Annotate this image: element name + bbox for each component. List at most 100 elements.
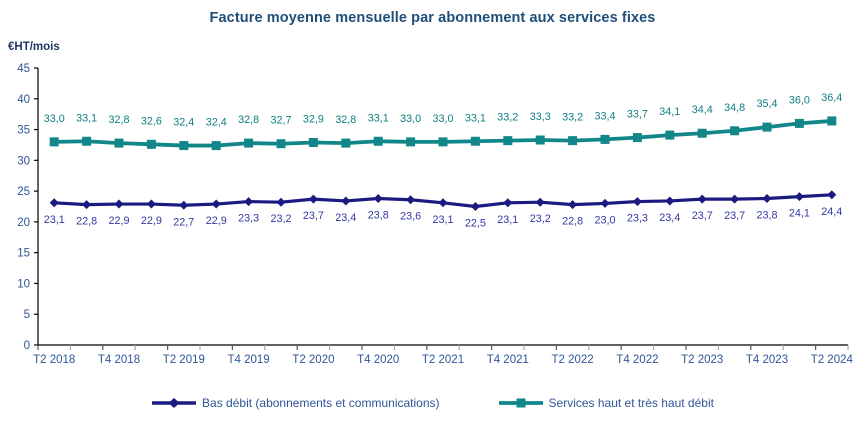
data-point-marker bbox=[503, 198, 513, 208]
data-point-label: 23,7 bbox=[303, 210, 324, 222]
data-point-marker bbox=[762, 193, 772, 203]
data-point-label: 32,8 bbox=[238, 114, 259, 126]
data-point-marker bbox=[244, 138, 254, 148]
data-point-marker bbox=[438, 198, 448, 208]
data-point-marker bbox=[697, 128, 707, 138]
data-point-label: 23,6 bbox=[400, 211, 421, 223]
data-point-label: 33,3 bbox=[530, 111, 551, 123]
y-tick-label: 10 bbox=[17, 278, 30, 290]
legend-label-haut-debit: Services haut et très haut débit bbox=[548, 396, 714, 410]
data-point-marker bbox=[114, 138, 124, 148]
data-point-marker bbox=[341, 138, 351, 148]
data-point-marker bbox=[827, 116, 837, 126]
data-point-label: 33,2 bbox=[497, 112, 518, 124]
data-point-label: 36,0 bbox=[789, 94, 810, 106]
y-tick-label: 25 bbox=[17, 186, 30, 198]
data-point-marker bbox=[211, 199, 221, 209]
x-tick-label: T4 2019 bbox=[227, 354, 269, 366]
legend-item-haut-debit: Services haut et très haut débit bbox=[498, 396, 714, 410]
data-point-marker bbox=[114, 199, 124, 209]
data-point-marker bbox=[211, 141, 221, 151]
data-point-marker bbox=[535, 135, 545, 145]
data-point-label: 23,0 bbox=[594, 214, 615, 226]
y-tick-label: 20 bbox=[17, 217, 30, 229]
data-point-marker bbox=[308, 137, 318, 147]
data-point-label: 23,7 bbox=[724, 210, 745, 222]
data-point-label: 33,7 bbox=[627, 109, 648, 121]
data-point-label: 36,4 bbox=[821, 92, 842, 104]
data-point-marker bbox=[49, 137, 59, 147]
y-tick-label: 35 bbox=[17, 125, 30, 137]
x-tick-label: T2 2024 bbox=[811, 354, 854, 366]
data-point-marker bbox=[82, 200, 92, 210]
data-point-label: 32,4 bbox=[173, 117, 194, 129]
data-point-label: 23,1 bbox=[497, 214, 518, 226]
data-point-label: 22,9 bbox=[108, 215, 129, 227]
chart-title: Facture moyenne mensuelle par abonnement… bbox=[209, 10, 656, 26]
data-point-label: 32,8 bbox=[335, 114, 356, 126]
legend-diamond-marker-icon bbox=[152, 398, 197, 408]
data-point-marker bbox=[276, 197, 286, 207]
y-tick-label: 0 bbox=[24, 340, 30, 352]
data-point-label: 34,1 bbox=[659, 106, 680, 118]
data-point-label: 33,2 bbox=[562, 112, 583, 124]
data-point-label: 35,4 bbox=[756, 98, 777, 110]
data-point-label: 22,8 bbox=[562, 216, 583, 228]
data-point-marker bbox=[244, 197, 254, 207]
data-point-marker bbox=[600, 198, 610, 208]
data-point-label: 23,7 bbox=[692, 210, 713, 222]
data-point-marker bbox=[341, 196, 351, 206]
data-point-label: 22,9 bbox=[206, 215, 227, 227]
legend-item-bas-debit: Bas débit (abonnements et communications… bbox=[151, 396, 440, 410]
data-point-label: 23,2 bbox=[530, 213, 551, 225]
data-point-label: 23,1 bbox=[432, 214, 453, 226]
data-point-marker bbox=[794, 192, 804, 202]
data-point-marker bbox=[470, 202, 480, 211]
data-point-marker bbox=[276, 139, 286, 149]
data-point-marker bbox=[406, 195, 416, 205]
data-point-marker bbox=[568, 200, 578, 210]
x-tick-label: T2 2020 bbox=[292, 354, 334, 366]
data-point-marker bbox=[794, 118, 804, 128]
data-point-label: 23,3 bbox=[627, 213, 648, 225]
data-point-marker bbox=[179, 200, 189, 210]
data-point-marker bbox=[730, 126, 740, 136]
data-point-marker bbox=[600, 134, 610, 144]
data-point-label: 22,7 bbox=[173, 216, 194, 228]
data-point-marker bbox=[406, 137, 416, 147]
y-tick-label: 40 bbox=[17, 94, 30, 106]
data-point-marker bbox=[438, 137, 448, 147]
y-tick-label: 30 bbox=[17, 155, 30, 167]
data-point-label: 23,4 bbox=[335, 212, 356, 224]
y-axis-unit-label: €HT/mois bbox=[8, 41, 60, 53]
y-tick-label: 45 bbox=[17, 63, 30, 75]
legend-square-marker-icon bbox=[498, 398, 543, 408]
data-point-label: 33,0 bbox=[44, 113, 65, 125]
x-tick-label: T4 2020 bbox=[357, 354, 399, 366]
data-point-marker bbox=[632, 197, 642, 207]
data-point-marker bbox=[373, 136, 383, 146]
data-point-label: 23,4 bbox=[659, 212, 680, 224]
data-point-marker bbox=[49, 198, 59, 208]
x-tick-label: T2 2022 bbox=[551, 354, 593, 366]
data-point-marker bbox=[146, 139, 156, 149]
data-point-label: 33,1 bbox=[465, 112, 486, 124]
x-tick-label: T4 2023 bbox=[746, 354, 788, 366]
x-tick-label: T4 2018 bbox=[98, 354, 140, 366]
data-point-marker bbox=[82, 136, 92, 146]
data-point-label: 22,8 bbox=[76, 216, 97, 228]
data-point-label: 23,3 bbox=[238, 213, 259, 225]
x-tick-label: T2 2018 bbox=[33, 354, 75, 366]
data-point-marker bbox=[762, 122, 772, 132]
data-point-marker bbox=[373, 193, 383, 203]
data-point-label: 23,1 bbox=[44, 214, 65, 226]
data-point-label: 24,1 bbox=[789, 208, 810, 220]
x-tick-label: T4 2021 bbox=[487, 354, 529, 366]
data-point-label: 23,2 bbox=[270, 213, 291, 225]
data-point-label: 32,9 bbox=[303, 113, 324, 125]
data-point-marker bbox=[535, 197, 545, 207]
data-point-marker bbox=[308, 194, 318, 204]
y-tick-label: 5 bbox=[24, 309, 30, 321]
